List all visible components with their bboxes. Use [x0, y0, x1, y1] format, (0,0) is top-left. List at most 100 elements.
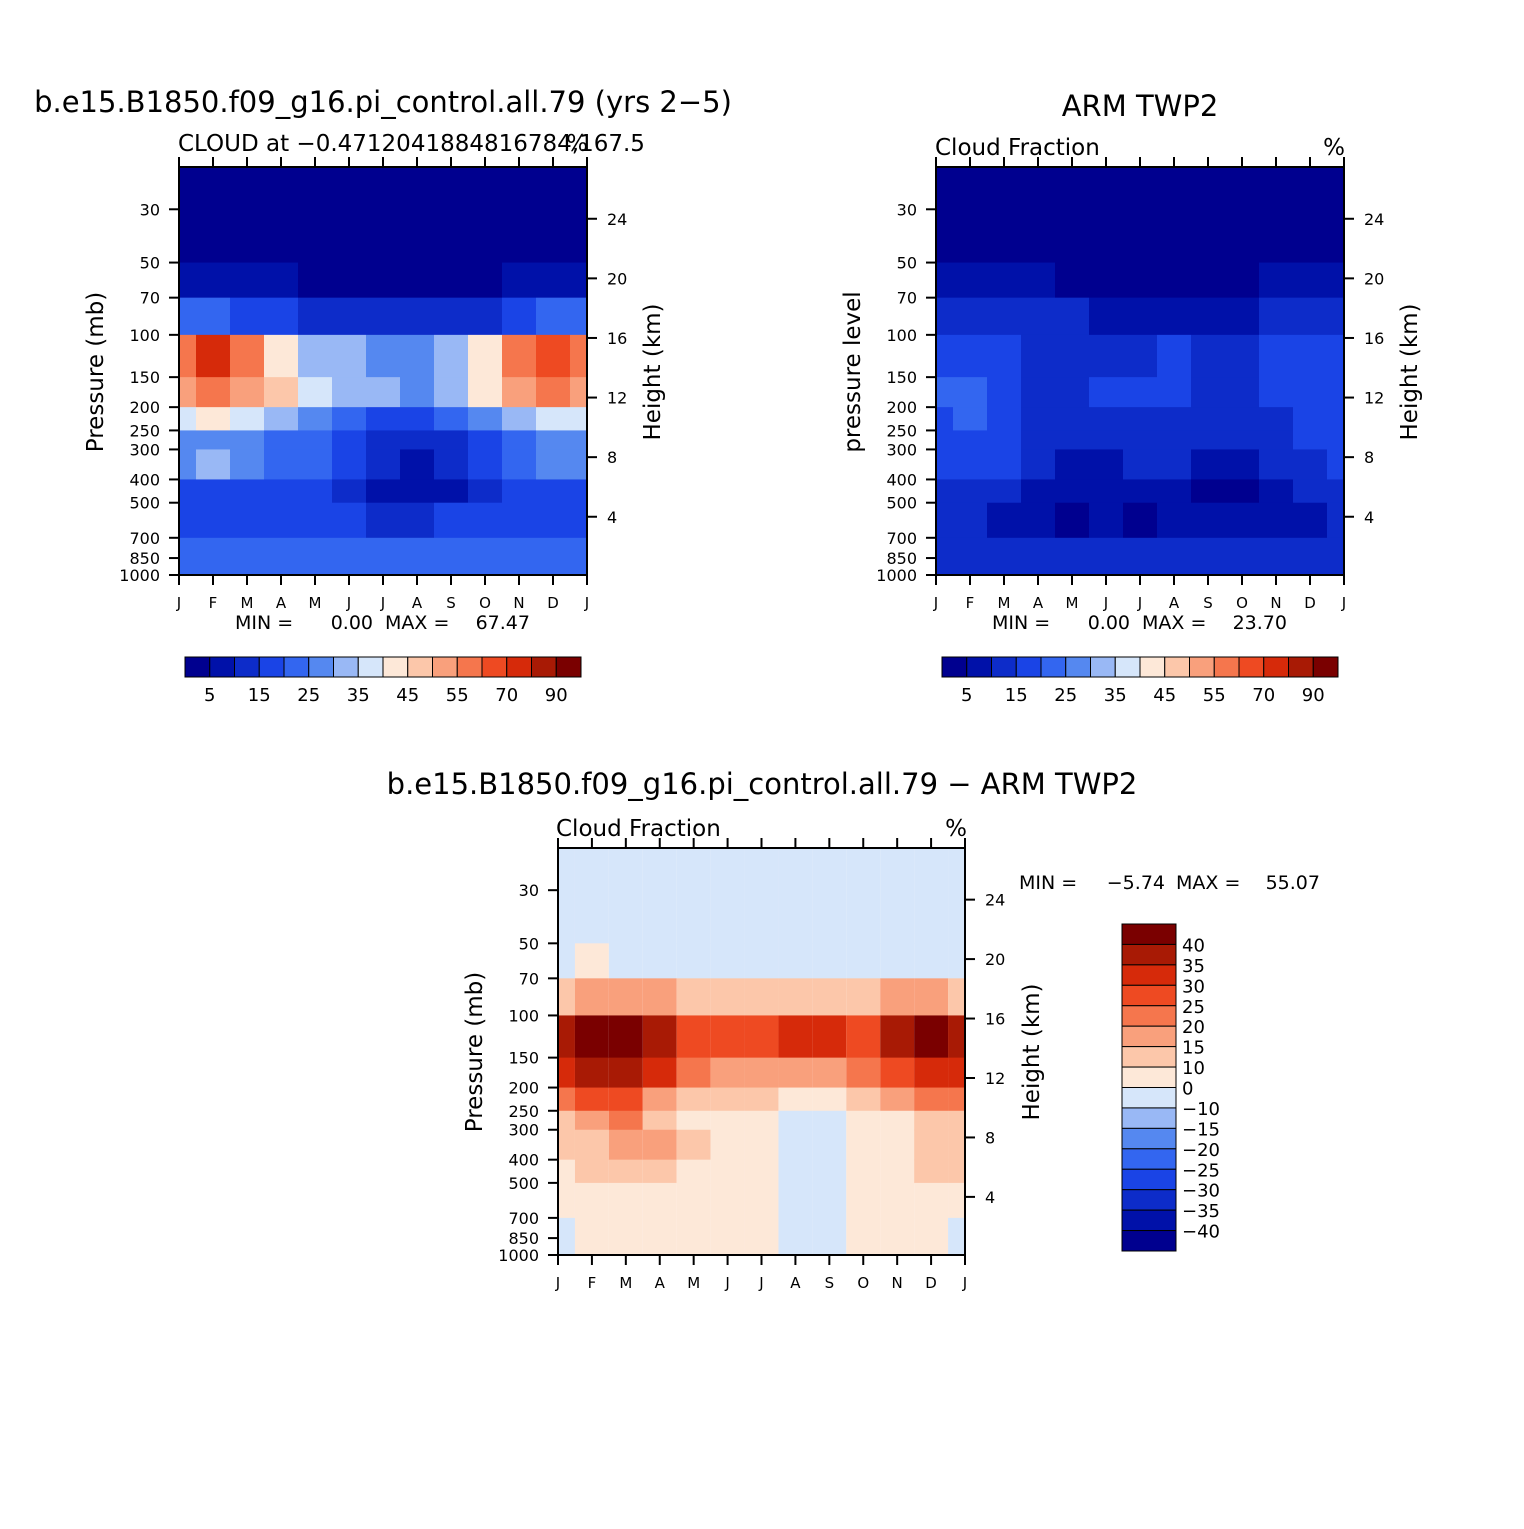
heatmap-cell [880, 1217, 915, 1256]
heatmap-cell [744, 1129, 779, 1161]
heatmap-cell [676, 1217, 711, 1256]
heatmap-cell [434, 537, 468, 576]
y-tick-label: 700 [129, 529, 160, 548]
heatmap-cell [1157, 334, 1191, 378]
x-tick-label: J [1137, 594, 1142, 612]
colorbar-swatch [1121, 1209, 1177, 1232]
heatmap-cell [880, 978, 915, 1016]
x-tick-label: O [479, 594, 491, 612]
heatmap-cell [1089, 502, 1123, 539]
heatmap-cell [676, 1110, 711, 1131]
heatmap-cell [434, 449, 468, 480]
heatmap-cell [366, 377, 400, 408]
heatmap-cell [1089, 262, 1123, 299]
x-tick-label: S [446, 594, 456, 612]
colorbar-swatch [1121, 1087, 1177, 1109]
colorbar-swatch [1238, 656, 1265, 678]
heatmap-cell [948, 1087, 965, 1112]
colorbar-swatch [506, 656, 532, 678]
heatmap-cell [608, 978, 643, 1016]
heatmap-cell [1293, 334, 1327, 378]
heatmap-cell [230, 479, 264, 504]
heatmap-cell [196, 297, 230, 336]
colorbar-label: 10 [1182, 1058, 1205, 1079]
heatmap-cell [298, 537, 332, 576]
y-tick-label: 100 [886, 326, 917, 345]
x-tick-label: D [1304, 594, 1316, 612]
x-tick-label: J [555, 1274, 560, 1292]
panel-title: b.e15.B1850.f09_g16.pi_control.all.79 − … [387, 767, 1138, 801]
y2-tick-label: 24 [607, 210, 627, 229]
heatmap-cell [574, 1159, 609, 1184]
y2-tick-label: 8 [607, 448, 617, 467]
heatmap-cell [846, 1057, 881, 1089]
max-value: 23.70 [1233, 612, 1287, 634]
heatmap-cell [1293, 297, 1327, 336]
colorbar-swatch [1312, 656, 1339, 678]
heatmap-cell [179, 502, 196, 539]
x-tick-label: M [309, 594, 322, 612]
heatmap-cell [468, 262, 502, 299]
colorbar-label: 15 [248, 685, 271, 706]
heatmap-cell [676, 943, 711, 979]
heatmap-cell [558, 1015, 575, 1059]
colorbar-swatch [1164, 656, 1190, 678]
colorbar-swatch [1121, 984, 1177, 1007]
heatmap-cell [710, 1110, 745, 1131]
heatmap-cell [948, 1057, 965, 1089]
colorbar-label: 25 [297, 685, 320, 706]
colorbar-label: 25 [1054, 685, 1077, 706]
colorbar-label: 0 [1182, 1079, 1193, 1100]
heatmap-cell [332, 407, 366, 431]
min-label: MIN = [992, 612, 1050, 634]
heatmap-cell [196, 537, 230, 576]
heatmap-cell [953, 407, 987, 431]
y-tick-label: 30 [519, 881, 539, 900]
heatmap-cell [1293, 377, 1327, 408]
heatmap-cell [264, 407, 298, 431]
colorbar-swatch [1121, 1005, 1177, 1027]
heatmap-cell [434, 407, 468, 431]
heatmap-cell [468, 167, 502, 264]
heatmap-cell [196, 449, 230, 480]
heatmap-cell [846, 1015, 881, 1059]
heatmap-cell [1293, 537, 1327, 576]
heatmap-cell [744, 1015, 779, 1059]
heatmap-cell [744, 978, 779, 1016]
y-tick-label: 1000 [876, 566, 917, 585]
heatmap-cell [468, 377, 502, 408]
heatmap-cell [1157, 449, 1191, 480]
y2-tick-label: 20 [1364, 269, 1384, 288]
heatmap-cell [570, 449, 587, 480]
heatmap-cell [1089, 479, 1123, 504]
heatmap-cell [936, 377, 953, 408]
x-tick-label: N [1270, 594, 1281, 612]
colorbar-swatch [432, 656, 458, 678]
heatmap-cell [570, 377, 587, 408]
heatmap-cell [987, 262, 1021, 299]
y2-tick-label: 12 [985, 1069, 1005, 1088]
heatmap-cell [846, 848, 881, 944]
y-tick-label: 70 [897, 289, 917, 308]
heatmap-cell [880, 1129, 915, 1161]
heatmap-cell [914, 1182, 949, 1219]
heatmap-cell [608, 1217, 643, 1256]
min-value: 0.00 [331, 612, 373, 634]
heatmap-cell [953, 377, 987, 408]
colorbar: 5 15 25 35 45 55 70 90 [941, 656, 1339, 706]
heatmap-cell [676, 1182, 711, 1219]
heatmap-cell [1089, 407, 1123, 431]
heatmap-cell [570, 537, 587, 576]
colorbar-label: 35 [1182, 956, 1205, 977]
x-tick-label: A [790, 1274, 801, 1292]
heatmap-cell [179, 334, 196, 378]
heatmap-cell [1157, 167, 1191, 264]
heatmap-cell [710, 978, 745, 1016]
heatmap-cell [1293, 449, 1327, 480]
heatmap-cell [1021, 167, 1055, 264]
heatmap-cell [1055, 479, 1089, 504]
heatmap-cell [1055, 377, 1089, 408]
colorbar-label: 15 [1182, 1038, 1205, 1059]
colorbar-swatch [1121, 1230, 1177, 1252]
